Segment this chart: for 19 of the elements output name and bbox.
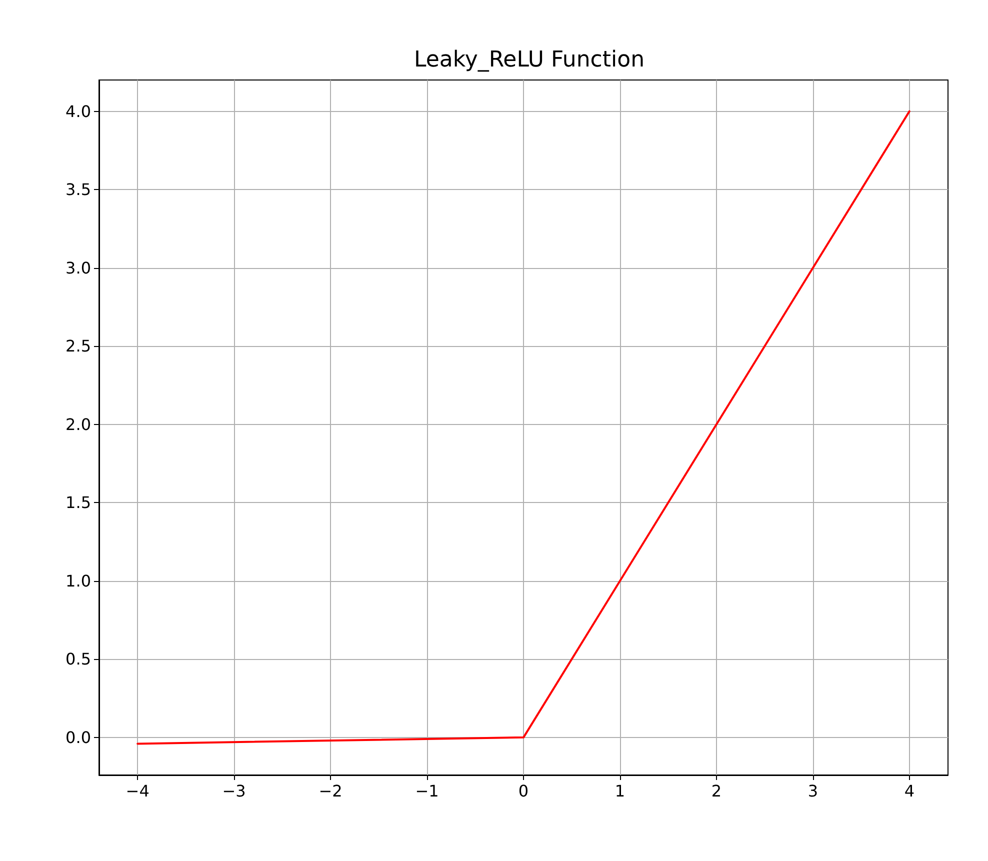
y-tick-label: 0.0 (66, 728, 91, 747)
x-tick-label: 1 (614, 782, 626, 800)
y-tick-label: 3.5 (66, 180, 91, 200)
y-tick-label: 2.0 (66, 414, 91, 434)
x-tick-label: −4 (126, 782, 150, 800)
y-tick-label: 3.0 (66, 258, 91, 278)
y-tick-label: 2.5 (66, 336, 91, 356)
y-tick-label: 1.5 (66, 493, 91, 512)
x-tick-label: 3 (808, 782, 818, 800)
x-tick-label: 2 (711, 782, 722, 800)
y-tick-label: 0.5 (66, 650, 91, 669)
x-tick-label: 0 (518, 782, 529, 800)
y-tick-label: 1.0 (66, 571, 91, 590)
x-tick-label: −3 (222, 782, 246, 800)
chart-title: Leaky_ReLU Function (414, 48, 645, 72)
x-tick-label: −2 (318, 782, 342, 800)
x-tick-label: 4 (904, 782, 915, 800)
x-tick-label: −1 (415, 782, 439, 800)
y-tick-label: 4.0 (66, 102, 91, 121)
